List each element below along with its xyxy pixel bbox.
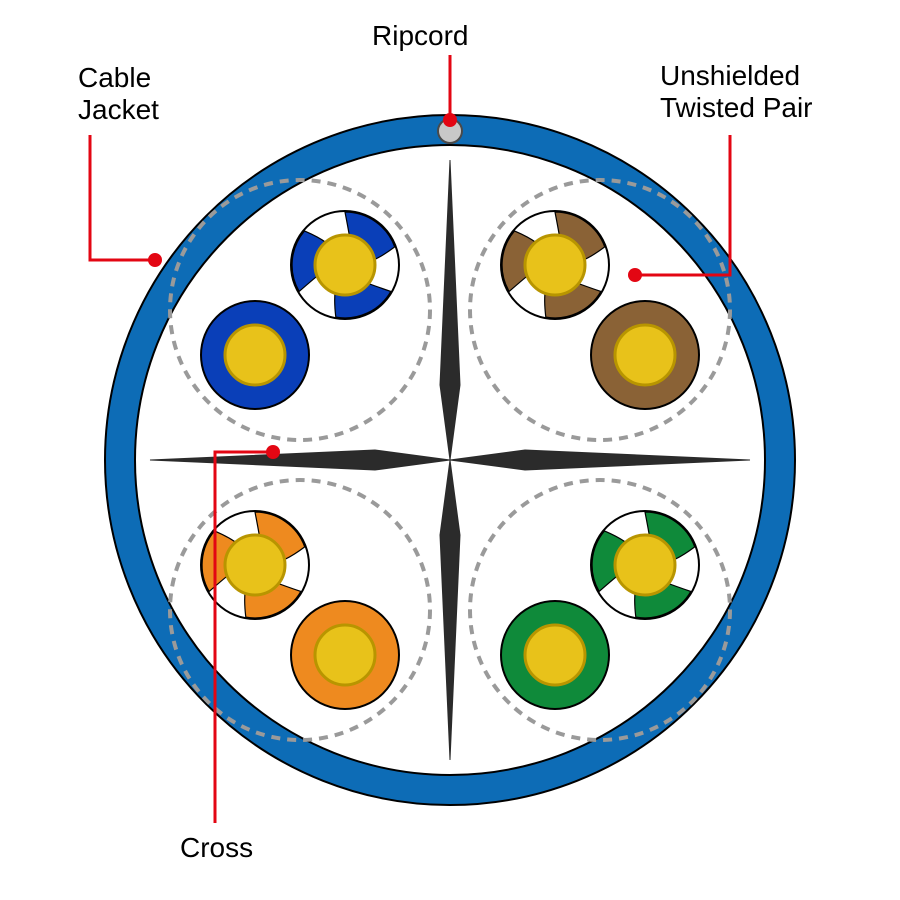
utp-leader-dot <box>628 268 642 282</box>
cable-jacket-leader <box>90 135 150 260</box>
cable-jacket-leader-dot <box>148 253 162 267</box>
cross-leader-dot <box>266 445 280 459</box>
ripcord-leader-dot <box>443 113 457 127</box>
cable-diagram <box>0 0 900 900</box>
